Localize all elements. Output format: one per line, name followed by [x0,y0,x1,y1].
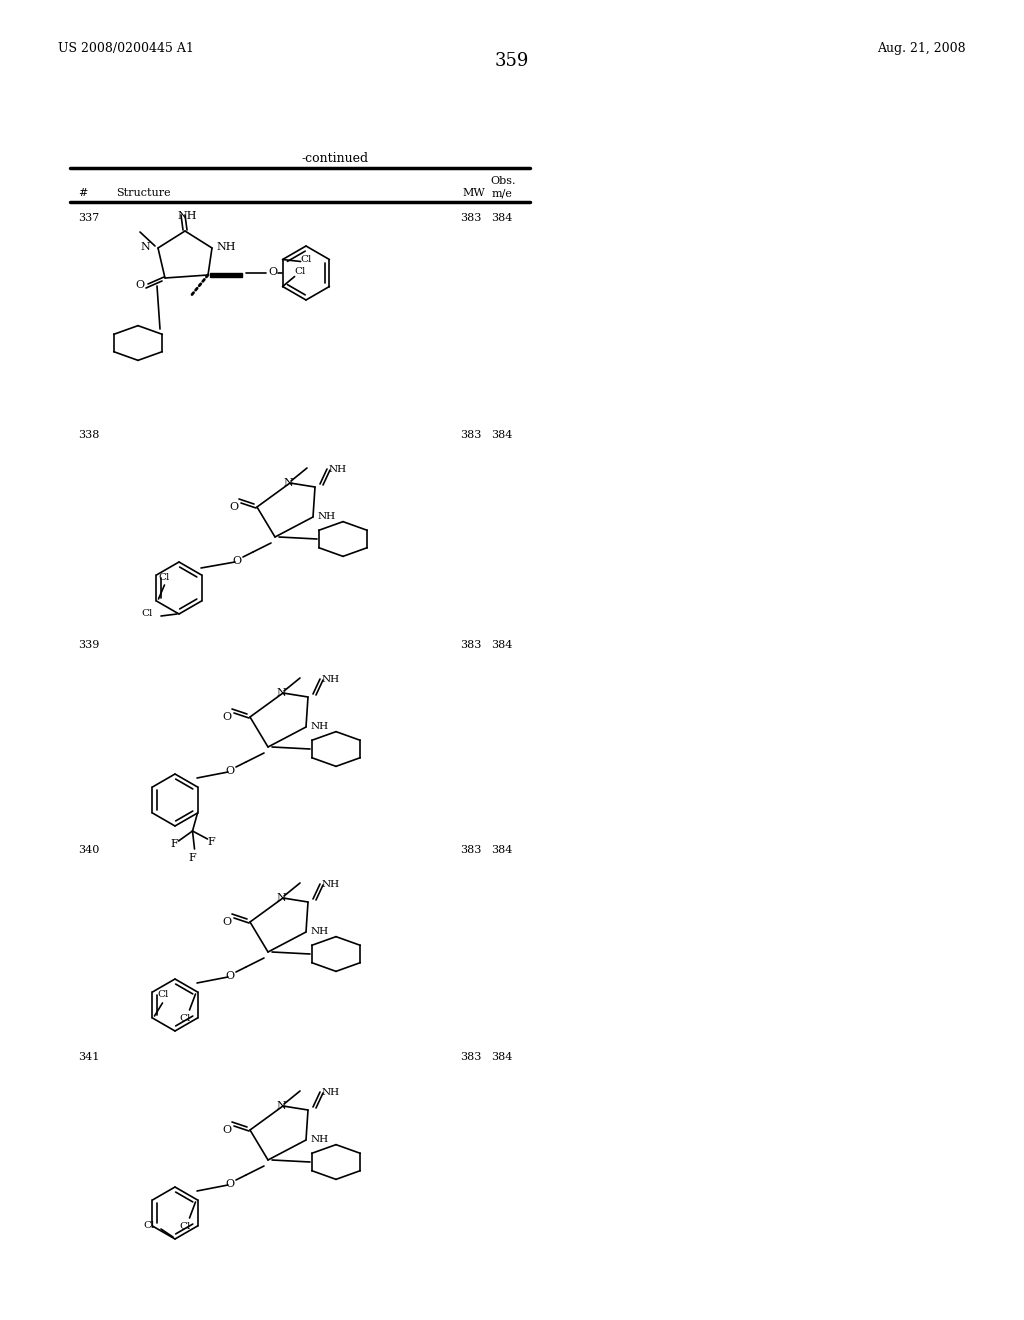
Text: 383: 383 [460,213,481,223]
Text: 337: 337 [78,213,99,223]
Text: 383: 383 [460,845,481,855]
Text: 384: 384 [490,1052,512,1063]
Text: O: O [268,267,278,277]
Text: 384: 384 [490,213,512,223]
Text: N: N [276,894,286,903]
Text: O: O [222,711,231,722]
Text: NH: NH [322,880,340,888]
Text: 338: 338 [78,430,99,440]
Text: Cl: Cl [159,573,170,582]
Text: N: N [283,478,293,488]
Text: Aug. 21, 2008: Aug. 21, 2008 [878,42,966,55]
Text: N: N [276,1101,286,1111]
Text: O: O [222,1125,231,1135]
Text: m/e: m/e [492,187,513,198]
Text: #: # [78,187,87,198]
Text: Structure: Structure [116,187,171,198]
Text: Cl: Cl [143,1221,155,1230]
Text: NH: NH [329,465,347,474]
Text: NH: NH [311,927,329,936]
Text: N: N [276,688,286,698]
Text: NH: NH [311,1135,329,1144]
Text: Cl: Cl [295,267,306,276]
Text: O: O [232,556,241,566]
Text: 383: 383 [460,1052,481,1063]
Text: O: O [229,502,239,512]
Text: F: F [171,840,178,849]
Text: NH: NH [177,211,197,220]
Text: NH: NH [216,242,236,252]
Text: O: O [222,917,231,927]
Text: 340: 340 [78,845,99,855]
Text: Cl: Cl [179,1222,190,1232]
Text: NH: NH [311,722,329,731]
Text: 384: 384 [490,430,512,440]
Text: 341: 341 [78,1052,99,1063]
Text: NH: NH [318,512,336,521]
Text: US 2008/0200445 A1: US 2008/0200445 A1 [58,42,194,55]
Text: Cl: Cl [158,990,169,999]
Text: Cl: Cl [301,255,312,264]
Text: O: O [135,280,144,290]
Text: F: F [208,837,215,847]
Text: NH: NH [322,675,340,684]
Text: MW: MW [462,187,484,198]
Text: O: O [225,766,234,776]
Text: Cl: Cl [141,609,153,618]
Text: Obs.: Obs. [490,176,515,186]
Text: O: O [225,1179,234,1189]
Text: -continued: -continued [301,152,369,165]
Text: N: N [140,242,150,252]
Text: 339: 339 [78,640,99,649]
Text: F: F [188,853,197,863]
Text: NH: NH [322,1088,340,1097]
Text: 384: 384 [490,845,512,855]
Text: 383: 383 [460,430,481,440]
Text: 359: 359 [495,51,529,70]
Text: 384: 384 [490,640,512,649]
Text: 383: 383 [460,640,481,649]
Text: Cl: Cl [179,1014,190,1023]
FancyArrow shape [210,273,242,277]
Text: O: O [225,972,234,981]
